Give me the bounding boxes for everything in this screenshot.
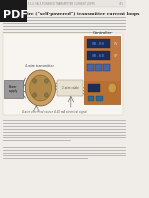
Circle shape [45, 93, 48, 97]
Bar [84, 81, 120, 104]
Text: 4-wire electrical source: 4-wire electrical source [22, 110, 53, 114]
Circle shape [45, 79, 48, 83]
Bar [0, 0, 27, 22]
Text: 13.4   4-wire (“self-powered”) transmitter current loops: 13.4 4-wire (“self-powered”) transmitter… [3, 11, 139, 16]
Text: SP: SP [114, 53, 118, 57]
Bar [0, 0, 126, 7]
Text: 2-wire cable: 2-wire cable [62, 86, 78, 90]
Bar [87, 51, 110, 60]
Text: PDF: PDF [3, 10, 28, 20]
Circle shape [25, 70, 56, 106]
Bar [88, 96, 94, 101]
Text: 13.4  SELF-POWERED TRANSMITTER CURRENT LOOPS: 13.4 SELF-POWERED TRANSMITTER CURRENT LO… [28, 2, 95, 6]
Text: PV: PV [114, 42, 118, 46]
Bar [84, 36, 120, 81]
Bar [96, 96, 103, 101]
Circle shape [33, 93, 36, 97]
Text: Power
supply: Power supply [9, 85, 18, 93]
Text: 88.88: 88.88 [92, 42, 105, 46]
Bar [95, 64, 102, 71]
Text: Controller: Controller [92, 30, 112, 34]
Bar [87, 64, 94, 71]
Bar [84, 36, 120, 104]
Bar [57, 80, 83, 96]
Text: 88.88: 88.88 [92, 53, 105, 57]
Bar [4, 80, 23, 98]
Circle shape [108, 83, 116, 93]
Text: 4-wire transmitter: 4-wire transmitter [25, 64, 54, 68]
Circle shape [30, 75, 51, 101]
Text: 4-20 mA electrical signal: 4-20 mA electrical signal [55, 110, 87, 114]
Bar [87, 39, 110, 48]
Text: 471: 471 [119, 2, 124, 6]
Bar [88, 84, 100, 92]
Circle shape [33, 79, 36, 83]
Bar [103, 64, 110, 71]
Bar [3, 33, 123, 115]
